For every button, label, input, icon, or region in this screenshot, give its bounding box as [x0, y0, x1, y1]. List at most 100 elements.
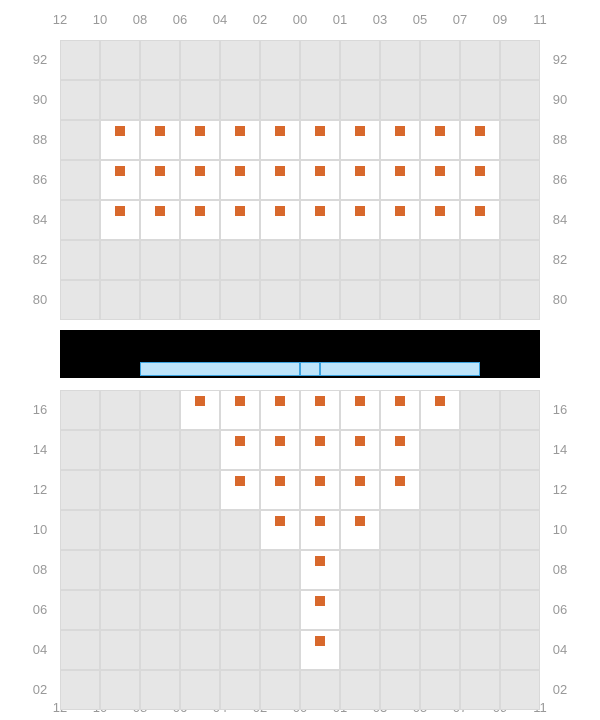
grid-cell [260, 670, 300, 710]
grid-cell [180, 40, 220, 80]
col-label-top: 00 [280, 12, 320, 27]
col-label-top: 11 [520, 12, 560, 27]
grid-cell [60, 590, 100, 630]
row-label-right: 88 [545, 120, 575, 160]
grid-cell [100, 550, 140, 590]
seat-marker [275, 166, 285, 176]
grid-cell [500, 280, 540, 320]
seat-marker [315, 166, 325, 176]
grid-cell [380, 40, 420, 80]
grid-cell [140, 240, 180, 280]
seat-marker [475, 166, 485, 176]
grid-cell [380, 670, 420, 710]
grid-cell [100, 430, 140, 470]
grid-cell [460, 550, 500, 590]
grid-cell [60, 120, 100, 160]
top_grid [60, 40, 540, 320]
grid-cell [420, 590, 460, 630]
stage-bar [140, 362, 300, 376]
col-label-top: 06 [160, 12, 200, 27]
grid-cell [380, 590, 420, 630]
row-label-left: 16 [25, 390, 55, 430]
grid-cell [220, 630, 260, 670]
grid-cell [420, 630, 460, 670]
grid-cell [260, 590, 300, 630]
col-label-top: 01 [320, 12, 360, 27]
seat-marker [435, 126, 445, 136]
grid-cell [180, 240, 220, 280]
grid-cell [300, 40, 340, 80]
grid-cell [500, 240, 540, 280]
seat-marker [275, 436, 285, 446]
grid-cell [60, 550, 100, 590]
grid-cell [340, 550, 380, 590]
grid-cell [60, 80, 100, 120]
grid-cell [140, 550, 180, 590]
seat-marker [235, 476, 245, 486]
grid-cell [460, 430, 500, 470]
grid-cell [380, 510, 420, 550]
grid-cell [460, 390, 500, 430]
seat-marker [315, 126, 325, 136]
col-label-top: 04 [200, 12, 240, 27]
grid-cell [60, 670, 100, 710]
seat-marker [395, 126, 405, 136]
grid-cell [100, 470, 140, 510]
seat-marker [395, 206, 405, 216]
row-label-left: 88 [25, 120, 55, 160]
grid-cell [60, 240, 100, 280]
row-label-right: 90 [545, 80, 575, 120]
grid-cell [140, 280, 180, 320]
grid-cell [420, 550, 460, 590]
grid-cell [220, 510, 260, 550]
seat-marker [355, 476, 365, 486]
grid-cell [260, 280, 300, 320]
grid-cell [220, 80, 260, 120]
row-label-left: 10 [25, 510, 55, 550]
row-label-left: 06 [25, 590, 55, 630]
seat-marker [435, 206, 445, 216]
grid-cell [380, 550, 420, 590]
grid-cell [60, 390, 100, 430]
seat-marker [195, 166, 205, 176]
seat-marker [235, 166, 245, 176]
bottom_grid [60, 390, 540, 710]
seat-marker [315, 396, 325, 406]
seat-marker [355, 166, 365, 176]
col-label-top: 03 [360, 12, 400, 27]
grid-cell [300, 280, 340, 320]
grid-cell [180, 470, 220, 510]
seat-marker [395, 476, 405, 486]
grid-cell [180, 510, 220, 550]
row-label-left: 90 [25, 80, 55, 120]
grid-cell [100, 630, 140, 670]
grid-cell [460, 630, 500, 670]
col-label-top: 05 [400, 12, 440, 27]
stage-bar [300, 362, 320, 376]
grid-cell [60, 630, 100, 670]
grid-cell [460, 80, 500, 120]
grid-cell [500, 430, 540, 470]
seat-marker [115, 166, 125, 176]
row-label-left: 80 [25, 280, 55, 320]
seat-marker [115, 206, 125, 216]
seat-marker [355, 206, 365, 216]
seat-marker [195, 206, 205, 216]
grid-cell [460, 590, 500, 630]
grid-cell [140, 430, 180, 470]
row-label-left: 92 [25, 40, 55, 80]
grid-cell [100, 40, 140, 80]
grid-cell [500, 550, 540, 590]
seat-marker [315, 596, 325, 606]
grid-cell [340, 630, 380, 670]
grid-cell [140, 510, 180, 550]
seat-marker [435, 396, 445, 406]
grid-cell [60, 470, 100, 510]
grid-cell [420, 40, 460, 80]
grid-cell [500, 470, 540, 510]
seat-marker [475, 126, 485, 136]
seat-marker [155, 206, 165, 216]
seat-marker [315, 556, 325, 566]
seat-marker [355, 396, 365, 406]
grid-cell [260, 550, 300, 590]
